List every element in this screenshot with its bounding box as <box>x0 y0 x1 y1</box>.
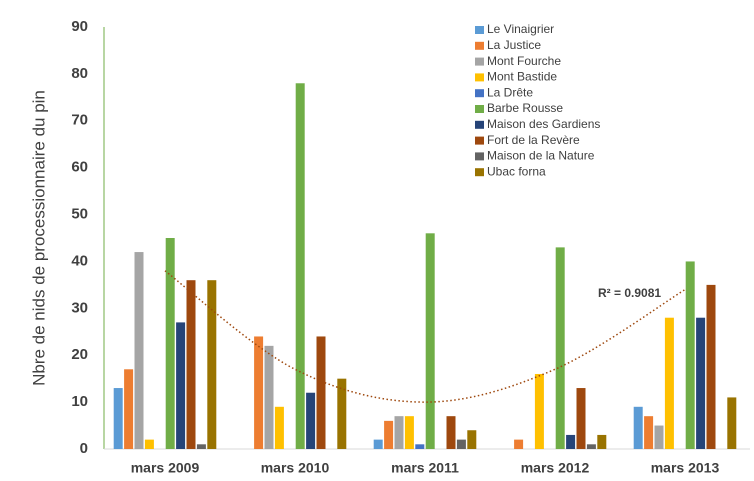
legend-label: La Drête <box>487 85 533 99</box>
bar <box>727 397 737 449</box>
bar <box>425 233 435 449</box>
bar <box>696 317 706 449</box>
bar <box>316 336 326 449</box>
x-tick-label: mars 2009 <box>131 460 200 476</box>
legend-swatch <box>475 89 484 98</box>
legend-label: La Justice <box>487 38 541 52</box>
bar <box>337 378 347 449</box>
legend-swatch <box>475 105 484 113</box>
bar <box>207 280 217 449</box>
bar <box>373 439 383 449</box>
y-axis-label: Nbre de nids de processionnaire du pin <box>29 90 48 386</box>
bar <box>415 444 425 449</box>
legend-swatch <box>475 152 484 161</box>
bar <box>534 373 544 449</box>
y-tick-label: 30 <box>71 299 88 316</box>
bar <box>633 406 643 449</box>
bar <box>186 280 196 449</box>
trendline <box>164 270 686 403</box>
bar <box>514 439 524 449</box>
bar <box>176 322 186 449</box>
legend-label: Barbe Rousse <box>487 101 563 115</box>
legend-swatch <box>475 73 484 82</box>
y-tick-label: 50 <box>71 206 88 223</box>
bar <box>196 444 206 449</box>
legend-swatch <box>475 57 484 66</box>
bar <box>295 83 305 450</box>
x-tick-label: mars 2013 <box>651 460 720 476</box>
y-tick-label: 60 <box>71 159 88 176</box>
bar <box>706 284 716 449</box>
bar <box>124 369 134 449</box>
y-tick-label: 70 <box>71 112 88 129</box>
legend-label: Ubac forna <box>487 164 546 178</box>
legend-swatch <box>475 41 484 50</box>
bar <box>644 416 654 449</box>
y-tick-label: 40 <box>71 252 88 269</box>
bar <box>456 439 466 449</box>
legend-swatch <box>475 26 484 34</box>
bar <box>384 420 394 449</box>
bar <box>566 434 576 449</box>
y-tick-label: 10 <box>71 393 88 410</box>
legend-label: Mont Fourche <box>487 54 561 68</box>
y-tick-label: 0 <box>80 440 88 457</box>
y-tick-label: 90 <box>71 18 88 35</box>
legend-swatch <box>475 168 484 177</box>
legend-label: Le Vinaigrier <box>487 22 554 36</box>
bar <box>165 238 175 449</box>
x-tick-label: mars 2011 <box>391 460 459 476</box>
legend-label: Maison des Gardiens <box>487 117 600 131</box>
y-tick-label: 80 <box>71 65 88 82</box>
bar <box>586 444 596 449</box>
legend-label: Maison de la Nature <box>487 149 595 163</box>
trendline-label: R² = 0.9081 <box>598 286 661 300</box>
bar <box>394 416 404 449</box>
bar <box>274 406 284 449</box>
x-tick-label: mars 2010 <box>261 460 330 476</box>
bar <box>264 345 274 449</box>
bar <box>664 317 674 449</box>
x-tick-label: mars 2012 <box>521 460 590 476</box>
bar <box>134 252 144 449</box>
bar <box>446 416 456 449</box>
bar <box>467 430 477 449</box>
legend-swatch <box>475 136 484 145</box>
y-tick-label: 20 <box>71 346 88 363</box>
bar <box>685 261 695 449</box>
bar <box>576 388 586 449</box>
bar <box>254 336 264 449</box>
legend-swatch <box>475 120 484 129</box>
bar <box>597 434 607 449</box>
bar <box>306 392 316 449</box>
bar <box>144 439 154 449</box>
legend-label: Mont Bastide <box>487 70 557 84</box>
legend-label: Fort de la Revère <box>487 133 580 147</box>
bar <box>555 247 565 449</box>
bar <box>654 425 664 449</box>
bar <box>404 416 414 449</box>
bar <box>113 388 123 449</box>
